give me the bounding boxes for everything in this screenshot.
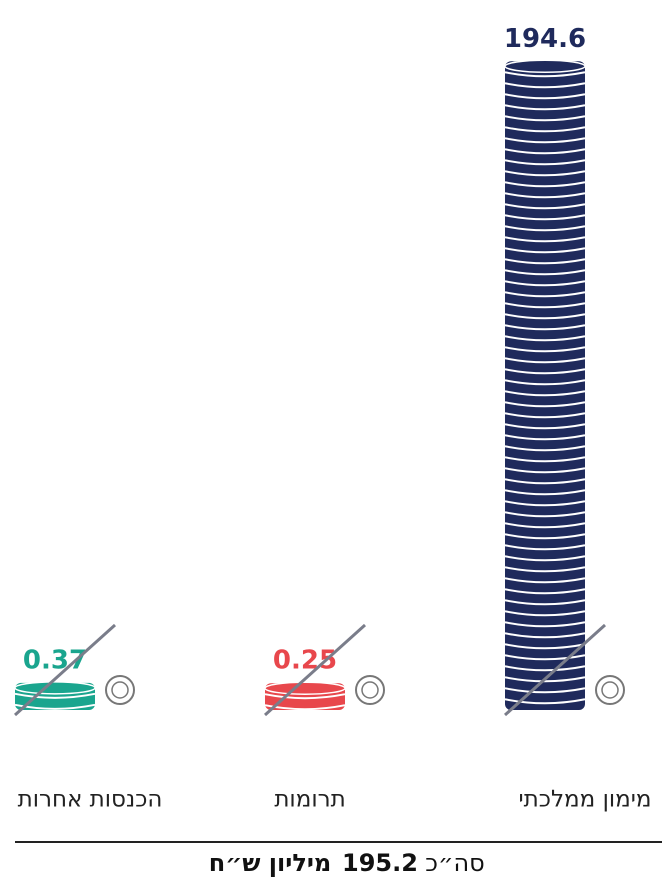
- category-label: הכנסות אחרות: [18, 787, 163, 813]
- total-unit: מיליון ש״ח: [209, 849, 332, 877]
- coin-stack: [505, 60, 624, 710]
- coin-top: [265, 682, 345, 694]
- icon: [106, 676, 134, 704]
- icon: [596, 676, 624, 704]
- icon-coin: [596, 676, 624, 704]
- icon: [356, 676, 384, 704]
- category-label: מימון ממלכתי: [519, 787, 652, 813]
- coin-stack: [265, 676, 384, 710]
- total-value: 195.2: [342, 849, 418, 877]
- page: {"chart_data": {"type": "coin-stack", "c…: [0, 0, 662, 883]
- chart: סה״כ 195.2 מיליון ש״ח 194.6מימון ממלכתי0…: [0, 0, 662, 883]
- value-label: 194.6: [504, 24, 586, 54]
- category-label: תרומות: [274, 787, 345, 813]
- coin-stack: [15, 676, 134, 710]
- icon-coin: [356, 676, 384, 704]
- coin-top: [505, 60, 585, 72]
- icon-coin: [106, 676, 134, 704]
- total-prefix: סה״כ: [425, 849, 484, 877]
- coin-top: [15, 682, 95, 694]
- total: סה״כ 195.2 מיליון ש״ח: [209, 849, 485, 877]
